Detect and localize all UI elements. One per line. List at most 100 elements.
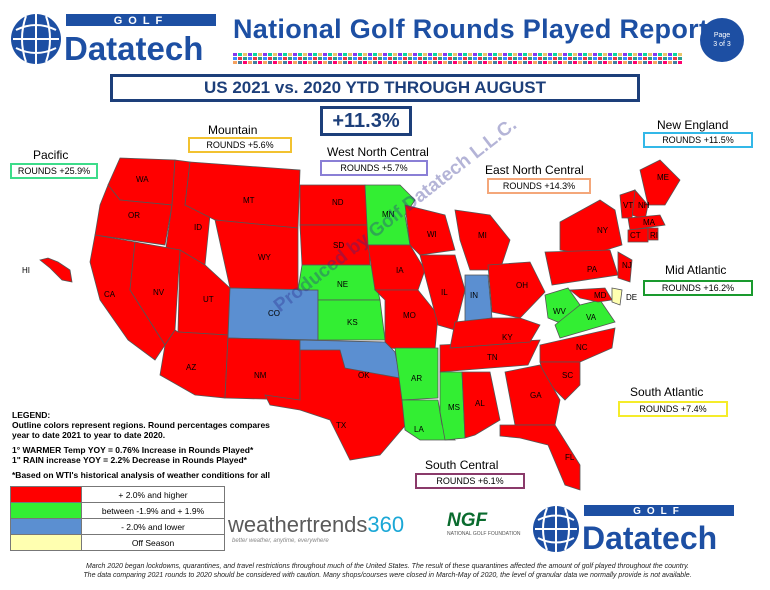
title-bar-pixel [343, 53, 347, 56]
title-bar-pixel [538, 53, 542, 56]
state-label-OH: OH [516, 281, 528, 290]
title-bar-pixel [563, 61, 567, 64]
title-bar-pixel [548, 53, 552, 56]
footnote-line-2: The data comparing 2021 rounds to 2020 s… [83, 572, 692, 579]
title-bar-pixel [263, 61, 267, 64]
legend-rain: 1" RAIN increase YOY = 2.2% Decrease in … [12, 455, 247, 465]
legend-heading: LEGEND: [12, 410, 51, 420]
legend-swatch-up [10, 486, 82, 503]
weathertrends-logo: weathertrends360 [228, 512, 404, 538]
state-label-AZ: AZ [186, 363, 196, 372]
title-bar-pixel [568, 61, 572, 64]
title-bar-pixel [363, 61, 367, 64]
state-CT [627, 227, 649, 243]
title-bar-pixel [528, 57, 532, 60]
title-bar-pixel [613, 61, 617, 64]
title-bar-pixel [613, 57, 617, 60]
title-bar-pixel [373, 53, 377, 56]
title-bar-pixel [478, 53, 482, 56]
title-bar-pixel [328, 53, 332, 56]
title-bar-pixel [663, 53, 667, 56]
title-bar-pixel [398, 53, 402, 56]
title-bar-pixel [643, 61, 647, 64]
title-bar-pixel [558, 57, 562, 60]
title-bar-pixel [403, 57, 407, 60]
title-bar-pixel [413, 61, 417, 64]
legend-row: + 2.0% and higher [10, 486, 225, 503]
page-badge: Page 3 of 3 [700, 18, 744, 62]
title-bar-pixel [558, 61, 562, 64]
title-bar-pixel [403, 53, 407, 56]
title-bar-pixel [583, 61, 587, 64]
title-bar-pixel [598, 53, 602, 56]
title-bar-pixel [428, 61, 432, 64]
title-bar-pixel [253, 57, 257, 60]
title-bar-pixel [448, 61, 452, 64]
title-bar-pixel [253, 61, 257, 64]
legend-basis: *Based on WTI's historical analysis of w… [12, 470, 271, 480]
title-bar-pixel [378, 53, 382, 56]
title-bar-pixel [423, 57, 427, 60]
state-label-NY: NY [597, 226, 609, 235]
state-label-ID: ID [194, 223, 202, 232]
title-bar-pixel [543, 53, 547, 56]
title-bar-pixel [593, 57, 597, 60]
title-bar-pixel [478, 61, 482, 64]
title-bar-pixel [563, 57, 567, 60]
title-bar-pixel [523, 53, 527, 56]
state-label-AR: AR [411, 374, 422, 383]
national-total: +11.3% [320, 106, 412, 136]
title-bar-pixel [388, 53, 392, 56]
title-bar-pixel [523, 61, 527, 64]
title-bar-pixel [583, 57, 587, 60]
region-rounds-east-north-central: ROUNDS +14.3% [487, 178, 591, 194]
legend-label-up: + 2.0% and higher [81, 486, 225, 503]
state-RI [647, 227, 659, 241]
title-bar-pixel [573, 53, 577, 56]
title-bar-pixel [318, 53, 322, 56]
title-bar-pixel [648, 53, 652, 56]
state-label-LA: LA [414, 425, 424, 434]
legend-label-down: - 2.0% and lower [81, 518, 225, 535]
state-label-MN: MN [382, 210, 395, 219]
title-bar-pixel [348, 57, 352, 60]
title-bar-pixel [233, 53, 237, 56]
title-bar-pixel [448, 57, 452, 60]
state-label-CA: CA [104, 290, 116, 299]
title-bar-pixel [338, 61, 342, 64]
state-label-WV: WV [553, 307, 567, 316]
title-bar-pixel [443, 53, 447, 56]
title-bar-pixel [263, 57, 267, 60]
title-bar-pixel [488, 57, 492, 60]
title-bar-pixel [628, 53, 632, 56]
title-bar-pixel [278, 57, 282, 60]
state-ME [639, 159, 681, 206]
title-bar-pixel [418, 57, 422, 60]
report-title: National Golf Rounds Played Report [233, 14, 709, 44]
title-bar-pixel [403, 61, 407, 64]
title-bar-pixel [463, 61, 467, 64]
region-name-south-central: South Central [425, 458, 499, 472]
title-bar-pixel [458, 61, 462, 64]
title-bar-pixel [283, 53, 287, 56]
title-bar-pixel [428, 53, 432, 56]
title-bar-pixel [233, 57, 237, 60]
title-bar-pixel [303, 61, 307, 64]
region-name-mountain: Mountain [208, 123, 258, 137]
title-bar-pixel [468, 61, 472, 64]
title-bar-pixel [268, 57, 272, 60]
title-bar-pixel [618, 53, 622, 56]
title-bar-pixel [643, 57, 647, 60]
title-bar-pixel [273, 53, 277, 56]
title-bar-pixel [243, 61, 247, 64]
title-bar-pixel [518, 53, 522, 56]
state-label-UT: UT [203, 295, 214, 304]
title-bar-pixel [268, 61, 272, 64]
title-bar-pixel [608, 53, 612, 56]
title-bar-pixel [528, 61, 532, 64]
state-NJ [617, 251, 633, 283]
state-label-CT: CT [630, 231, 641, 240]
title-bar-pixel [328, 61, 332, 64]
state-LA [401, 399, 456, 441]
title-bar-pixel [573, 61, 577, 64]
